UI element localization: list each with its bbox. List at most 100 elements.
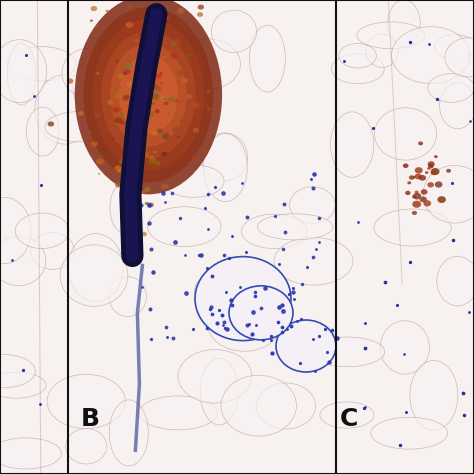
Ellipse shape xyxy=(180,119,182,122)
Ellipse shape xyxy=(155,109,160,113)
Ellipse shape xyxy=(134,153,142,159)
Ellipse shape xyxy=(207,107,211,111)
Ellipse shape xyxy=(147,207,221,246)
Ellipse shape xyxy=(139,396,217,430)
Ellipse shape xyxy=(134,38,139,43)
Ellipse shape xyxy=(0,40,47,103)
Ellipse shape xyxy=(47,121,54,127)
Ellipse shape xyxy=(110,182,140,233)
Bar xyxy=(68,0,336,474)
Ellipse shape xyxy=(206,105,208,107)
Ellipse shape xyxy=(257,214,333,240)
Ellipse shape xyxy=(155,49,160,54)
Ellipse shape xyxy=(168,73,196,126)
Ellipse shape xyxy=(0,197,31,264)
Ellipse shape xyxy=(151,71,157,76)
Ellipse shape xyxy=(137,104,146,110)
Ellipse shape xyxy=(123,72,127,75)
Ellipse shape xyxy=(148,80,155,86)
Ellipse shape xyxy=(164,101,168,105)
Ellipse shape xyxy=(152,131,157,136)
Ellipse shape xyxy=(192,103,200,109)
Ellipse shape xyxy=(428,74,474,102)
Ellipse shape xyxy=(144,32,149,36)
Ellipse shape xyxy=(101,31,196,158)
Ellipse shape xyxy=(137,176,142,180)
Ellipse shape xyxy=(127,59,129,61)
Ellipse shape xyxy=(403,164,409,168)
Ellipse shape xyxy=(434,155,438,158)
Ellipse shape xyxy=(133,210,135,211)
Ellipse shape xyxy=(146,10,153,16)
Ellipse shape xyxy=(201,133,247,181)
Ellipse shape xyxy=(98,150,103,154)
Ellipse shape xyxy=(428,161,435,167)
Ellipse shape xyxy=(148,10,152,13)
Ellipse shape xyxy=(127,81,134,87)
Ellipse shape xyxy=(425,171,428,174)
Ellipse shape xyxy=(151,102,155,105)
Ellipse shape xyxy=(135,163,142,169)
Ellipse shape xyxy=(78,111,84,116)
Ellipse shape xyxy=(415,191,419,194)
Ellipse shape xyxy=(229,286,293,340)
Ellipse shape xyxy=(366,34,398,67)
Ellipse shape xyxy=(143,110,147,114)
Ellipse shape xyxy=(8,46,76,81)
Ellipse shape xyxy=(31,233,74,269)
Ellipse shape xyxy=(186,94,192,99)
Ellipse shape xyxy=(118,170,122,173)
Ellipse shape xyxy=(159,72,163,74)
Ellipse shape xyxy=(430,170,437,175)
Ellipse shape xyxy=(126,22,133,28)
Ellipse shape xyxy=(91,141,98,146)
Ellipse shape xyxy=(177,8,184,14)
Ellipse shape xyxy=(0,236,46,286)
Ellipse shape xyxy=(431,168,439,175)
Ellipse shape xyxy=(146,134,149,137)
Ellipse shape xyxy=(439,83,474,129)
Ellipse shape xyxy=(131,139,134,142)
Ellipse shape xyxy=(428,182,434,188)
Ellipse shape xyxy=(415,167,423,173)
Ellipse shape xyxy=(146,51,151,55)
Ellipse shape xyxy=(145,66,147,68)
Ellipse shape xyxy=(276,320,336,372)
Ellipse shape xyxy=(171,42,176,46)
Ellipse shape xyxy=(144,107,173,148)
Ellipse shape xyxy=(161,152,167,156)
Text: C: C xyxy=(340,407,358,431)
Ellipse shape xyxy=(164,98,166,100)
Ellipse shape xyxy=(194,273,244,309)
Ellipse shape xyxy=(105,127,111,131)
Ellipse shape xyxy=(126,146,132,151)
Ellipse shape xyxy=(0,355,36,388)
Text: B: B xyxy=(81,407,100,431)
Ellipse shape xyxy=(434,35,474,59)
Ellipse shape xyxy=(62,48,114,98)
Ellipse shape xyxy=(90,19,93,22)
Ellipse shape xyxy=(143,105,150,111)
Ellipse shape xyxy=(423,200,431,206)
Ellipse shape xyxy=(0,372,46,398)
Ellipse shape xyxy=(374,108,437,160)
Ellipse shape xyxy=(144,187,150,192)
Ellipse shape xyxy=(47,374,125,428)
Ellipse shape xyxy=(144,44,150,49)
Ellipse shape xyxy=(310,337,385,367)
Ellipse shape xyxy=(109,277,146,317)
Ellipse shape xyxy=(141,104,145,107)
Ellipse shape xyxy=(178,349,252,403)
Ellipse shape xyxy=(155,162,160,165)
Ellipse shape xyxy=(142,108,146,110)
Ellipse shape xyxy=(35,74,95,144)
Ellipse shape xyxy=(437,256,474,306)
Ellipse shape xyxy=(128,186,132,189)
Ellipse shape xyxy=(162,133,170,139)
Ellipse shape xyxy=(163,56,166,59)
Ellipse shape xyxy=(119,112,124,117)
Ellipse shape xyxy=(174,39,240,90)
Ellipse shape xyxy=(159,39,209,105)
Ellipse shape xyxy=(114,117,122,123)
Ellipse shape xyxy=(331,54,384,84)
